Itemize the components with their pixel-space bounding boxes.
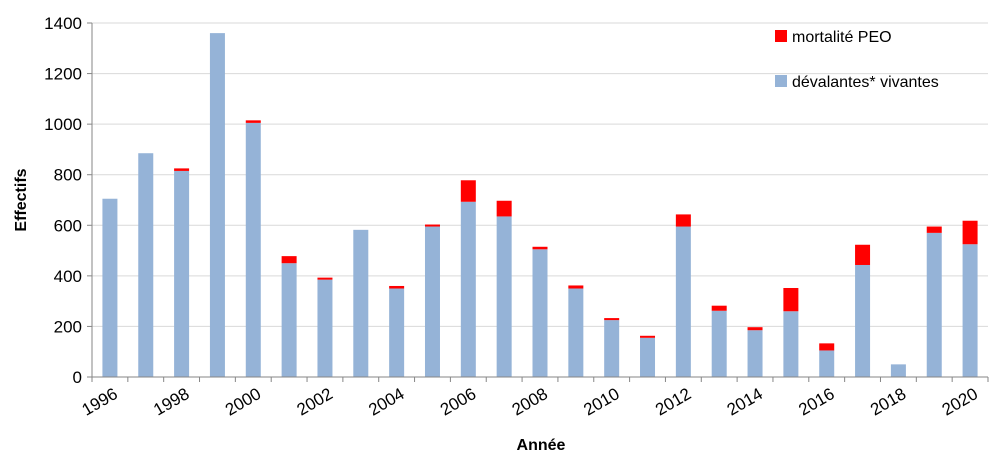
legend-label-devalantes: dévalantes* vivantes [792, 74, 939, 91]
bar-devalantes-vivantes [209, 33, 225, 377]
x-tick-label: 2004 [365, 384, 407, 419]
bar-mortalite-peo [174, 168, 190, 171]
bar-mortalite-peo [675, 214, 691, 227]
axes [87, 22, 989, 382]
bar-devalantes-vivantes [389, 288, 405, 377]
y-tick-label: 200 [54, 317, 82, 336]
x-tick-label: 2000 [222, 384, 264, 419]
bar-mortalite-peo [389, 285, 405, 289]
bar-mortalite-peo [281, 256, 297, 264]
legend-swatch-mortalite [775, 30, 787, 42]
bar-devalantes-vivantes [926, 232, 942, 377]
bar-devalantes-vivantes [281, 263, 297, 377]
y-axis-title: Effectifs [13, 168, 30, 231]
bar-mortalite-peo [424, 224, 440, 227]
x-tick-label: 2002 [294, 384, 336, 419]
x-axis-title: Année [517, 437, 566, 454]
bar-devalantes-vivantes [424, 226, 440, 377]
x-tick-label: 2018 [867, 384, 909, 419]
bar-mortalite-peo [747, 327, 763, 331]
y-tick-label: 0 [73, 368, 82, 387]
bar-devalantes-vivantes [245, 122, 261, 377]
bar-mortalite-peo [711, 305, 727, 311]
bar-devalantes-vivantes [102, 198, 118, 377]
bar-devalantes-vivantes [675, 226, 691, 377]
y-tick-label: 400 [54, 267, 82, 286]
y-tick-labels: 0 200 400 600 800 1000 1200 1400 [44, 14, 82, 387]
x-tick-label: 2014 [724, 384, 766, 419]
bar-devalantes-vivantes [460, 201, 476, 377]
y-tick-label: 600 [54, 216, 82, 235]
legend-swatch-devalantes [775, 75, 787, 87]
x-tick-label: 2020 [939, 384, 981, 419]
x-tick-label: 1996 [79, 384, 121, 419]
bar-devalantes-vivantes [855, 264, 871, 377]
bar-mortalite-peo [819, 343, 835, 351]
bar-mortalite-peo [317, 277, 333, 280]
bar-mortalite-peo [962, 220, 978, 245]
bar-devalantes-vivantes [317, 279, 333, 377]
bar-devalantes-vivantes [711, 310, 727, 377]
bar-mortalite-peo [460, 180, 476, 202]
bars [102, 33, 978, 377]
gridlines [92, 22, 988, 327]
legend: mortalité PEO dévalantes* vivantes [775, 29, 939, 91]
bar-devalantes-vivantes [962, 244, 978, 377]
x-tick-labels: 1996 1998 2000 2002 2004 2006 2008 2010 2012 2014… [79, 384, 981, 419]
bar-devalantes-vivantes [604, 320, 620, 377]
bar-devalantes-vivantes [532, 249, 548, 377]
bar-devalantes-vivantes [819, 350, 835, 377]
bar-devalantes-vivantes [890, 364, 906, 377]
x-tick-label: 2010 [580, 384, 622, 419]
bar-mortalite-peo [783, 287, 799, 312]
bar-devalantes-vivantes [353, 229, 369, 377]
bar-devalantes-vivantes [174, 170, 190, 377]
x-tick-label: 2012 [652, 384, 694, 419]
bar-devalantes-vivantes [496, 216, 512, 377]
x-tick-label: 2006 [437, 384, 479, 419]
bar-mortalite-peo [532, 246, 548, 250]
bar-devalantes-vivantes [640, 337, 656, 377]
y-tick-label: 1400 [44, 14, 82, 33]
x-tick-label: 2016 [795, 384, 837, 419]
bar-devalantes-vivantes [783, 311, 799, 377]
bar-devalantes-vivantes [568, 288, 584, 377]
bar-mortalite-peo [568, 285, 584, 289]
y-tick-label: 1000 [44, 115, 82, 134]
x-tick-label: 2008 [509, 384, 551, 419]
bar-mortalite-peo [926, 226, 942, 233]
bar-mortalite-peo [245, 120, 261, 123]
y-tick-label: 800 [54, 166, 82, 185]
bar-devalantes-vivantes [138, 153, 154, 377]
bar-devalantes-vivantes [747, 330, 763, 377]
bar-mortalite-peo [604, 318, 620, 321]
x-tick-label: 1998 [150, 384, 192, 419]
bar-mortalite-peo [496, 200, 512, 217]
bar-mortalite-peo [855, 244, 871, 265]
legend-label-mortalite: mortalité PEO [792, 29, 892, 46]
bar-mortalite-peo [640, 335, 656, 338]
y-tick-label: 1200 [44, 65, 82, 84]
